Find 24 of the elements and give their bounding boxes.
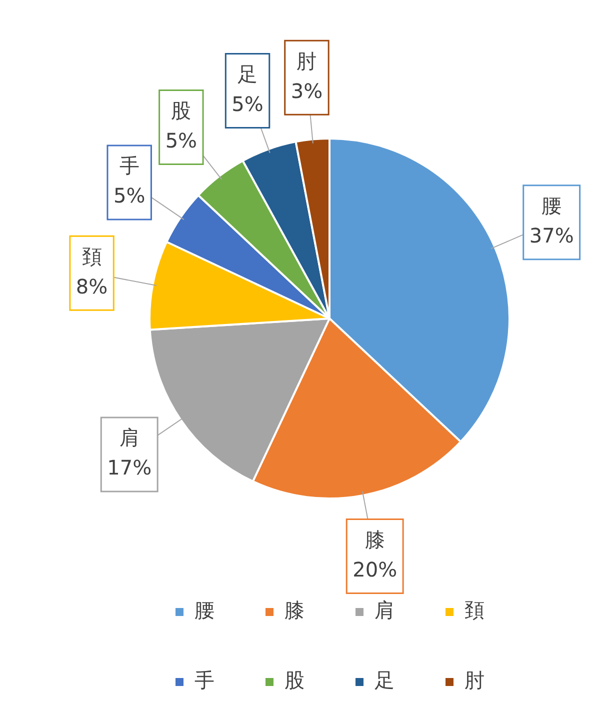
slice-label: 股 (171, 98, 192, 122)
data-label: 8% (76, 274, 108, 298)
legend-label: 肘 (464, 668, 484, 692)
slice-label: 頚 (82, 244, 102, 268)
data-label: 5% (165, 128, 198, 152)
legend-label: 足 (374, 668, 394, 692)
legend-label: 手 (194, 668, 214, 692)
slice-label: 膝 (364, 527, 385, 552)
legend-label: 頚 (464, 598, 484, 622)
data-label: 5% (113, 184, 146, 208)
data-label: 20% (352, 557, 398, 582)
data-label: 3% (290, 78, 323, 103)
legend-label: 股 (284, 668, 304, 692)
slice-label: 腰 (542, 194, 562, 218)
slice-label: 肩 (119, 426, 140, 450)
slice-label: 手 (119, 154, 140, 178)
data-label: 5% (232, 92, 264, 116)
slice-label: 足 (238, 62, 258, 86)
data-label: 17% (107, 456, 152, 480)
legend-label: 腰 (194, 598, 214, 622)
legend-label: 膝 (284, 598, 304, 622)
data-label: 37% (529, 224, 574, 248)
slice-label: 肘 (296, 48, 317, 73)
legend-label: 肩 (374, 598, 394, 622)
